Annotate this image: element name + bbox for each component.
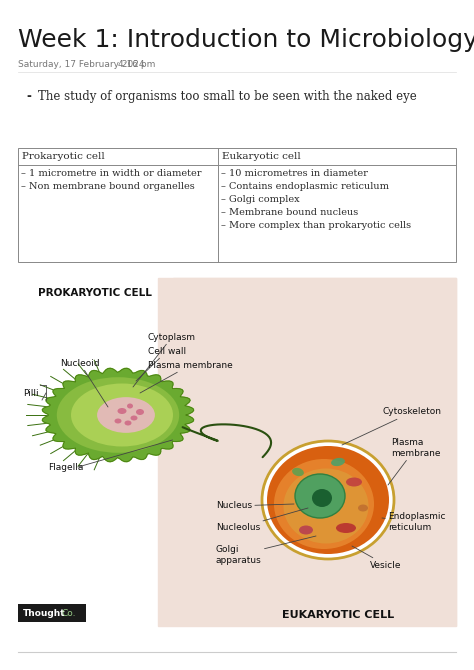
Text: Cytoskeleton: Cytoskeleton: [342, 407, 442, 445]
Text: Saturday, 17 February 2024: Saturday, 17 February 2024: [18, 60, 145, 69]
Polygon shape: [42, 369, 193, 462]
Ellipse shape: [71, 383, 173, 446]
Polygon shape: [158, 278, 456, 626]
Bar: [18, 148, 456, 262]
Ellipse shape: [57, 377, 179, 453]
Text: – More complex than prokaryotic cells: – More complex than prokaryotic cells: [221, 221, 411, 230]
Text: Plasma membrane: Plasma membrane: [140, 360, 233, 393]
Text: -: -: [26, 90, 31, 103]
Ellipse shape: [274, 459, 374, 549]
Text: Plasma
membrane: Plasma membrane: [388, 438, 440, 485]
Ellipse shape: [299, 525, 313, 535]
Ellipse shape: [127, 403, 133, 409]
Text: – 10 micrometres in diameter: – 10 micrometres in diameter: [221, 169, 368, 178]
Bar: [18, 278, 456, 626]
Ellipse shape: [97, 397, 155, 433]
Ellipse shape: [292, 468, 304, 476]
Text: Prokaryotic cell: Prokaryotic cell: [22, 152, 105, 161]
Text: Nucleolus: Nucleolus: [216, 508, 308, 533]
Ellipse shape: [125, 421, 131, 425]
Text: – Membrane bound nucleus: – Membrane bound nucleus: [221, 208, 358, 217]
Ellipse shape: [267, 446, 389, 554]
Text: – Non membrane bound organelles: – Non membrane bound organelles: [21, 182, 195, 191]
Text: Co.: Co.: [62, 608, 76, 618]
Ellipse shape: [262, 441, 394, 559]
Text: Pilli: Pilli: [23, 389, 38, 397]
Bar: [18, 604, 86, 622]
Text: The study of organisms too small to be seen with the naked eye: The study of organisms too small to be s…: [38, 90, 417, 103]
Text: Week 1: Introduction to Microbiology: Week 1: Introduction to Microbiology: [18, 28, 474, 52]
Text: – Golgi complex: – Golgi complex: [221, 195, 300, 204]
Ellipse shape: [331, 458, 345, 466]
Text: PROKARYOTIC CELL: PROKARYOTIC CELL: [38, 288, 152, 298]
Text: Nucleus: Nucleus: [216, 502, 294, 511]
Ellipse shape: [130, 415, 137, 421]
Ellipse shape: [136, 409, 144, 415]
Ellipse shape: [336, 523, 356, 533]
Text: Endoplasmic
reticulum: Endoplasmic reticulum: [382, 513, 446, 532]
Polygon shape: [173, 278, 456, 626]
Ellipse shape: [295, 474, 345, 518]
Ellipse shape: [118, 408, 127, 414]
Text: – Contains endoplasmic reticulum: – Contains endoplasmic reticulum: [221, 182, 389, 191]
Text: Nucleoid: Nucleoid: [60, 358, 108, 407]
Text: EUKARYOTIC CELL: EUKARYOTIC CELL: [282, 610, 394, 620]
Text: Cell wall: Cell wall: [136, 346, 186, 381]
Text: Flagella: Flagella: [48, 462, 83, 472]
Text: Cytoplasm: Cytoplasm: [133, 332, 196, 387]
Text: 4:16 pm: 4:16 pm: [118, 60, 155, 69]
Ellipse shape: [346, 478, 362, 486]
Text: – 1 micrometre in width or diameter: – 1 micrometre in width or diameter: [21, 169, 201, 178]
Text: Golgi
apparatus: Golgi apparatus: [216, 536, 316, 565]
Ellipse shape: [312, 489, 332, 507]
Text: Eukaryotic cell: Eukaryotic cell: [222, 152, 301, 161]
Ellipse shape: [283, 468, 368, 543]
Text: Thought: Thought: [23, 608, 65, 618]
Ellipse shape: [115, 419, 121, 423]
Ellipse shape: [358, 505, 368, 511]
Text: Vesicle: Vesicle: [352, 546, 401, 570]
